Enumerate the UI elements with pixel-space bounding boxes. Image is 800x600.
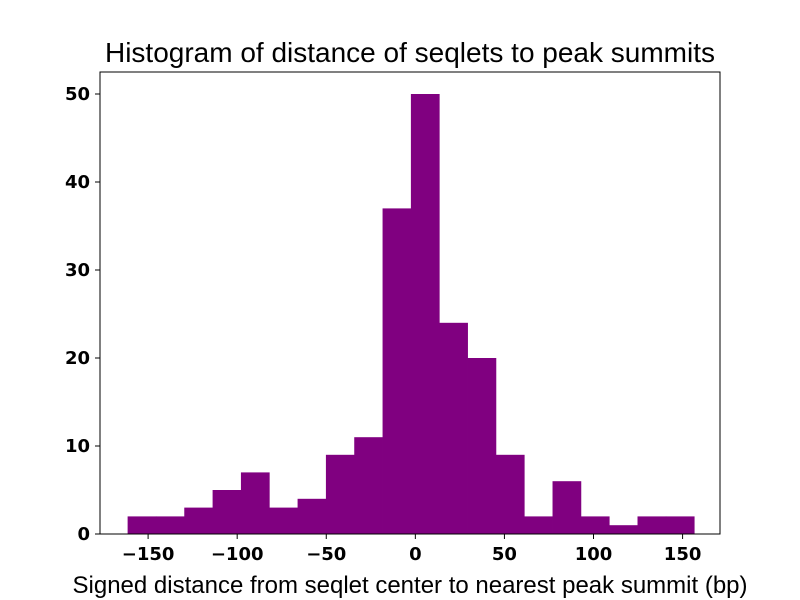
histogram-bar	[297, 498, 327, 534]
chart-title: Histogram of distance of seqlets to peak…	[105, 37, 715, 68]
histogram-bar	[495, 454, 525, 534]
histogram-bar	[467, 358, 497, 534]
y-axis-ticks: 0 10 20 30 40 50	[65, 84, 100, 545]
histogram-bar	[184, 507, 213, 534]
histogram-bar	[354, 437, 383, 534]
bars-group	[127, 94, 695, 534]
histogram-bar	[637, 516, 667, 534]
x-axis-label: Signed distance from seqlet center to ne…	[73, 572, 748, 599]
histogram-bar	[127, 516, 157, 534]
histogram-bar	[155, 516, 185, 534]
y-tick-label: 0	[77, 524, 90, 545]
y-tick-label: 30	[65, 260, 90, 281]
y-tick-label: 20	[65, 348, 90, 369]
histogram-bar	[609, 525, 638, 534]
x-tick-label: 150	[664, 544, 702, 565]
x-tick-label: −150	[122, 544, 175, 565]
histogram-bar	[524, 516, 553, 534]
histogram-bar	[410, 94, 440, 534]
plot-frame	[99, 71, 721, 535]
x-tick-label: −100	[211, 544, 264, 565]
histogram-bar	[212, 490, 242, 534]
y-tick-label: 40	[65, 172, 90, 193]
histogram-bar	[382, 208, 412, 534]
x-tick-label: 50	[492, 544, 517, 565]
y-tick-label: 10	[65, 436, 90, 457]
x-axis-ticks: −150 −100 −50 0 50 100 150	[122, 534, 702, 565]
x-tick-label: 0	[409, 544, 422, 565]
y-tick-label: 50	[65, 84, 90, 105]
histogram-bar	[439, 322, 468, 534]
x-tick-label: −50	[306, 544, 346, 565]
histogram-bar	[580, 516, 610, 534]
histogram-bar	[552, 481, 582, 534]
histogram-bar	[325, 454, 355, 534]
histogram-bar	[240, 472, 270, 534]
histogram-bar	[269, 507, 298, 534]
x-tick-label: 100	[575, 544, 613, 565]
histogram-bar	[665, 516, 695, 534]
